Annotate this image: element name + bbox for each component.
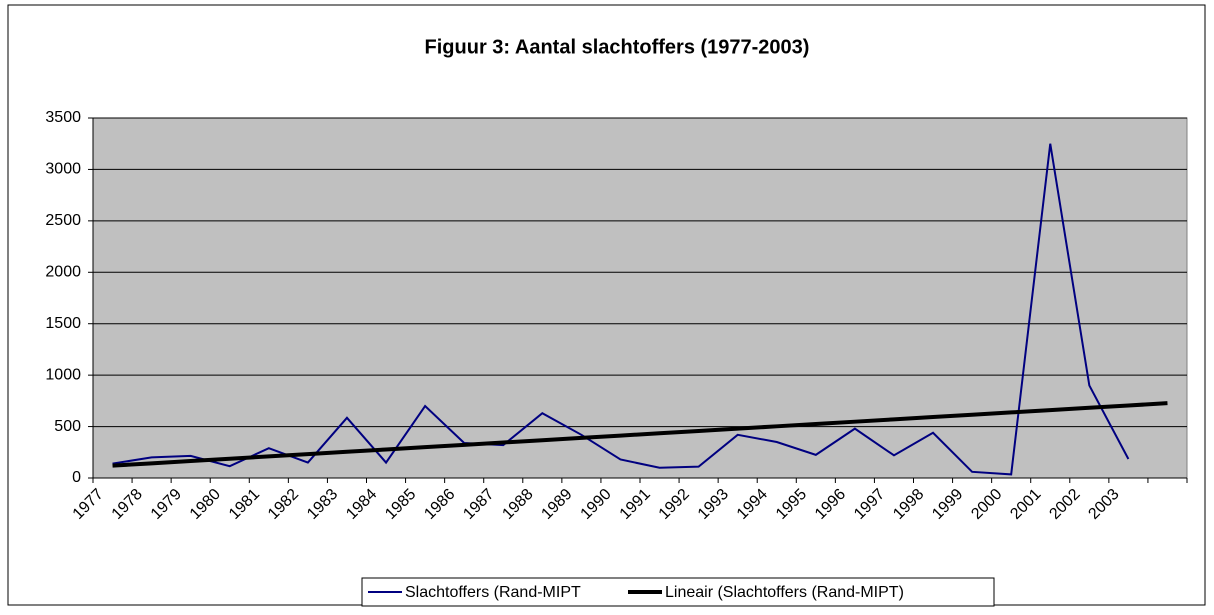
y-tick-label: 500	[54, 418, 81, 435]
y-tick-label: 1000	[45, 366, 81, 383]
y-tick-label: 3000	[45, 161, 81, 178]
chart-title: Figuur 3: Aantal slachtoffers (1977-2003…	[425, 36, 810, 58]
legend-label: Lineair (Slachtoffers (Rand-MIPT)	[665, 584, 904, 601]
y-tick-label: 2500	[45, 212, 81, 229]
trend-line	[112, 401, 1168, 468]
y-tick-label: 2000	[45, 264, 81, 281]
y-tick-label: 3500	[45, 109, 81, 126]
legend-label: Slachtoffers (Rand-MIPT	[405, 584, 581, 601]
legend	[361, 577, 995, 607]
y-tick-label: 0	[72, 469, 81, 486]
plot-area	[92, 117, 1188, 479]
y-tick-label: 1500	[45, 315, 81, 332]
data-line	[112, 143, 1130, 476]
